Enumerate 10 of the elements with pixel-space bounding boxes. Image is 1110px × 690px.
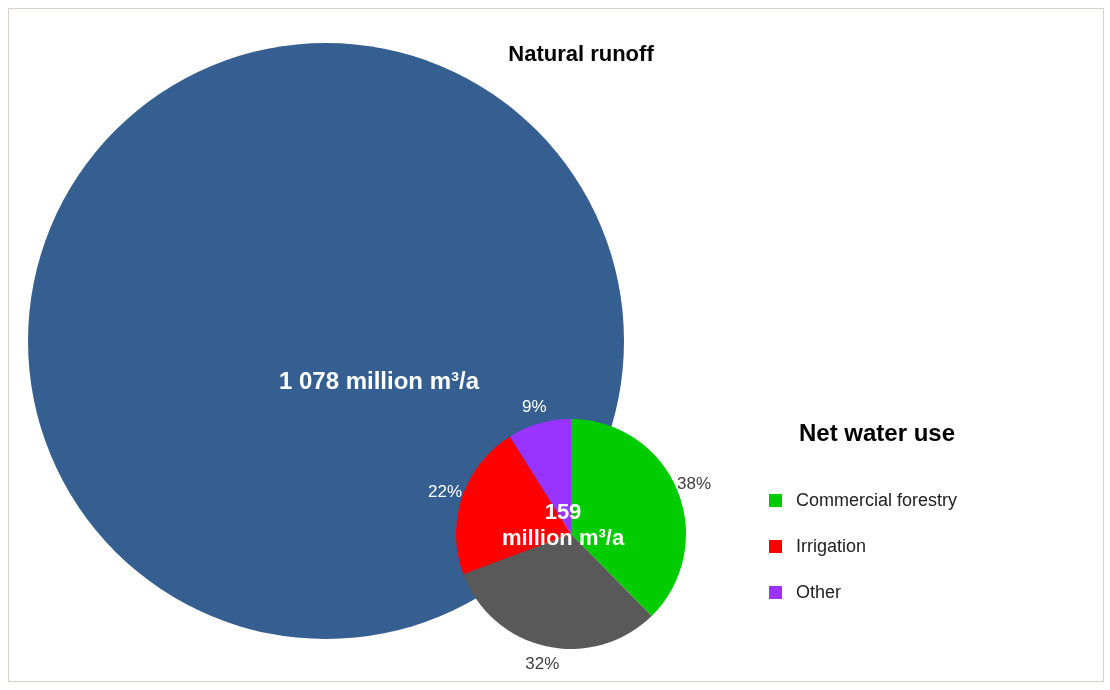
legend-title: Net water use	[799, 419, 957, 447]
legend-label: Other	[796, 581, 842, 603]
legend-label: Irrigation	[796, 535, 867, 557]
legend-label: Commercial forestry	[796, 489, 958, 511]
data-label: 22%	[428, 481, 463, 501]
data-label: 38%	[677, 474, 712, 494]
text: 1 078 million m³/a	[278, 367, 480, 394]
data-label: 9%	[521, 396, 547, 416]
text: Natural runoff	[508, 41, 655, 66]
data-label: 32%	[525, 654, 560, 674]
